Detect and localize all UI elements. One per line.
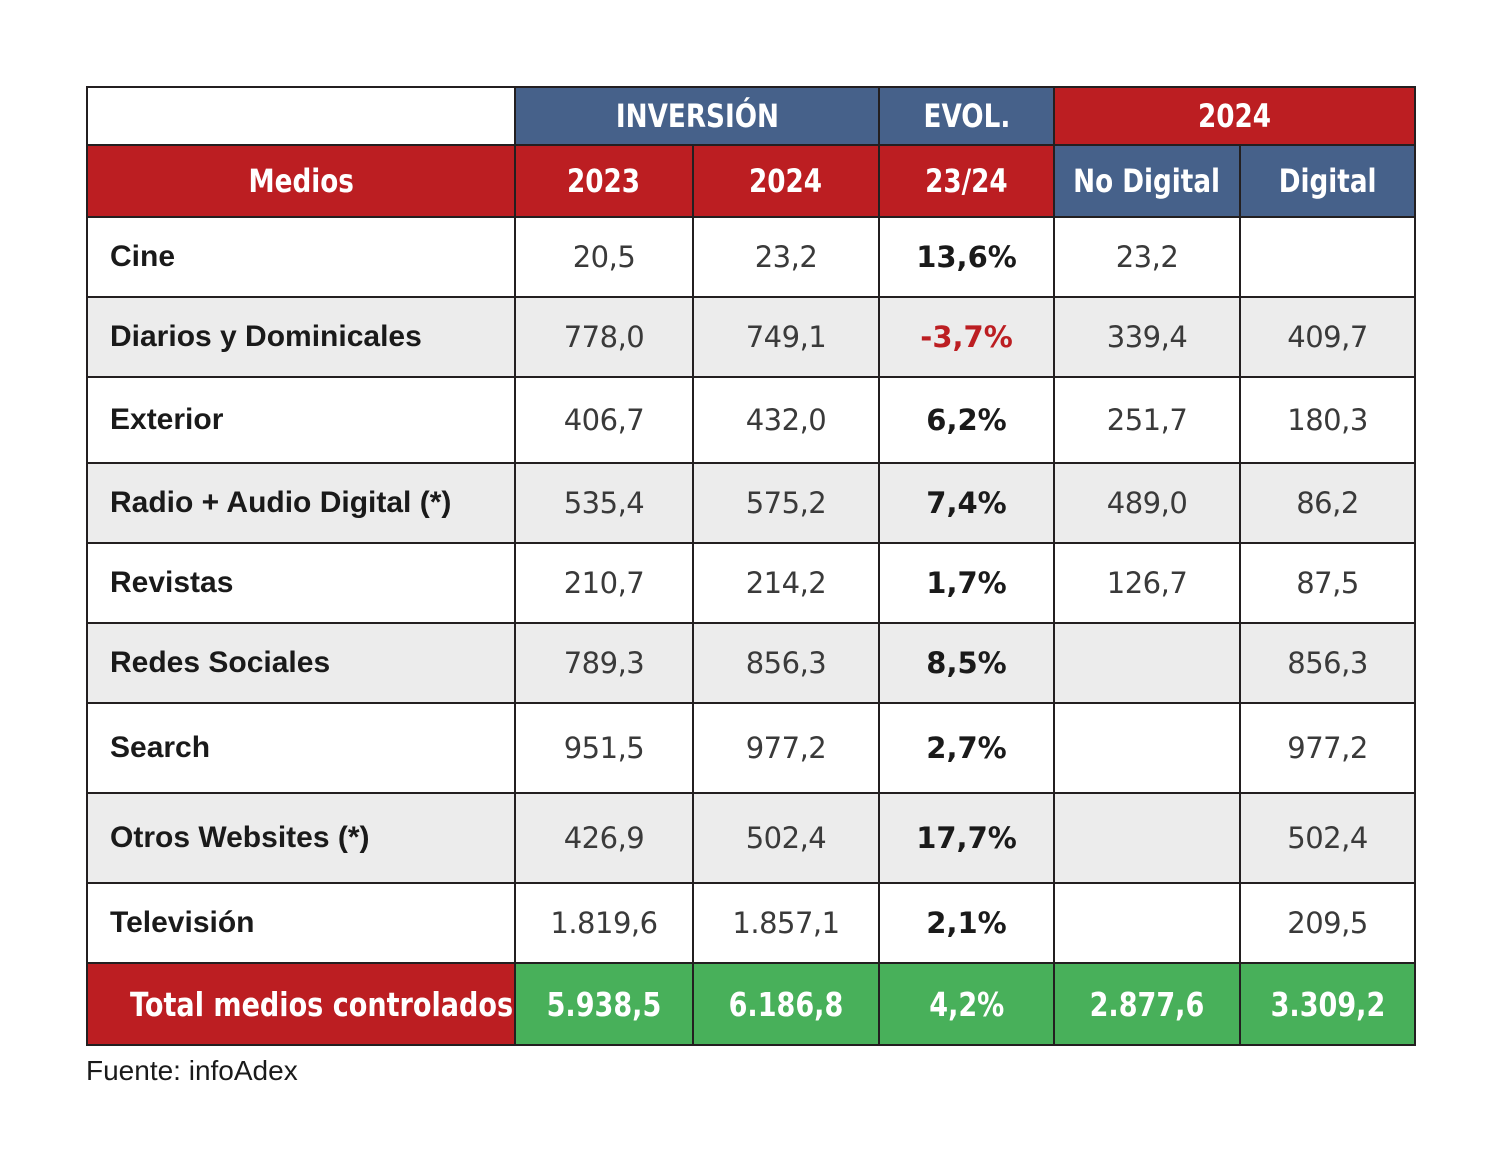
- row-2024-cell: 856,3: [691, 622, 881, 704]
- table-body: Cine 20,5 23,2 13,6% 23,2 Diarios y Dominical…: [86, 216, 1417, 964]
- row-label-cell: Diarios y Dominicales: [86, 296, 516, 378]
- row-digital-cell: 502,4: [1239, 792, 1417, 884]
- source-note: Fuente: infoAdex: [86, 1055, 298, 1086]
- row-2023-cell: 20,5: [514, 216, 694, 298]
- row-evol-cell: -3,7%: [878, 296, 1056, 378]
- table-row: Radio + Audio Digital (*) 535,4 575,2 7,4% 4…: [86, 462, 1417, 544]
- row-no-digital-cell: [1053, 792, 1242, 884]
- row-label-cell: Otros Websites (*): [86, 792, 516, 884]
- column-header-medios: Medios: [86, 144, 516, 218]
- row-label-cell: Radio + Audio Digital (*): [86, 462, 516, 544]
- row-digital-cell: 86,2: [1239, 462, 1417, 544]
- row-digital-cell: 209,5: [1239, 882, 1417, 964]
- row-label-cell: Revistas: [86, 542, 516, 624]
- total-2023-cell: 5.938,5: [514, 962, 694, 1046]
- row-evol-cell: 2,7%: [878, 702, 1056, 794]
- total-no-digital-cell: 2.877,6: [1053, 962, 1242, 1046]
- row-digital-cell: 856,3: [1239, 622, 1417, 704]
- row-2024-cell: 23,2: [691, 216, 881, 298]
- row-2023-cell: 426,9: [514, 792, 694, 884]
- row-no-digital-cell: [1053, 702, 1242, 794]
- header-group-inversion: INVERSIÓN: [513, 86, 881, 146]
- header-blank-cell: [86, 86, 516, 146]
- media-investment-table-container: INVERSIÓN EVOL. 2024 Medios 2023 2024 23…: [86, 86, 1417, 1046]
- row-evol-cell: 6,2%: [878, 376, 1056, 464]
- table-row: Revistas 210,7 214,2 1,7% 126,7 87,5: [86, 542, 1417, 624]
- column-header-2024: 2024: [691, 144, 881, 218]
- row-2024-cell: 575,2: [691, 462, 881, 544]
- header-group-row: INVERSIÓN EVOL. 2024: [86, 86, 1417, 146]
- row-no-digital-cell: 23,2: [1053, 216, 1242, 298]
- row-2023-cell: 406,7: [514, 376, 694, 464]
- total-evol-cell: 4,2%: [878, 962, 1056, 1046]
- table-row: Televisión 1.819,6 1.857,1 2,1% 209,5: [86, 882, 1417, 964]
- row-evol-cell: 13,6%: [878, 216, 1056, 298]
- row-2023-cell: 210,7: [514, 542, 694, 624]
- row-label-cell: Search: [86, 702, 516, 794]
- table-row: Cine 20,5 23,2 13,6% 23,2: [86, 216, 1417, 298]
- total-row: Total medios controlados 5.938,5 6.186,8…: [86, 962, 1417, 1046]
- table-row: Exterior 406,7 432,0 6,2% 251,7 180,3: [86, 376, 1417, 464]
- column-header-no-digital: No Digital: [1053, 144, 1242, 218]
- row-2024-cell: 214,2: [691, 542, 881, 624]
- row-label-cell: Televisión: [86, 882, 516, 964]
- row-2023-cell: 951,5: [514, 702, 694, 794]
- header-group-evol: EVOL.: [878, 86, 1056, 146]
- row-no-digital-cell: 251,7: [1053, 376, 1242, 464]
- total-label-cell: Total medios controlados: [86, 962, 516, 1046]
- column-header-digital: Digital: [1239, 144, 1417, 218]
- header-column-row: Medios 2023 2024 23/24 No Digital Digita…: [86, 144, 1417, 218]
- table-row: Search 951,5 977,2 2,7% 977,2: [86, 702, 1417, 794]
- table-row: Redes Sociales 789,3 856,3 8,5% 856,3: [86, 622, 1417, 704]
- row-2024-cell: 749,1: [691, 296, 881, 378]
- row-no-digital-cell: 126,7: [1053, 542, 1242, 624]
- row-evol-cell: 2,1%: [878, 882, 1056, 964]
- row-label-cell: Cine: [86, 216, 516, 298]
- row-2024-cell: 502,4: [691, 792, 881, 884]
- column-header-2023: 2023: [514, 144, 694, 218]
- row-2024-cell: 1.857,1: [691, 882, 881, 964]
- header-group-2024: 2024: [1053, 86, 1417, 146]
- media-investment-table: INVERSIÓN EVOL. 2024 Medios 2023 2024 23…: [86, 86, 1417, 1046]
- table-row: Otros Websites (*) 426,9 502,4 17,7% 502,4: [86, 792, 1417, 884]
- row-2023-cell: 1.819,6: [514, 882, 694, 964]
- row-digital-cell: [1239, 216, 1417, 298]
- row-digital-cell: 409,7: [1239, 296, 1417, 378]
- row-2023-cell: 778,0: [514, 296, 694, 378]
- row-label-cell: Redes Sociales: [86, 622, 516, 704]
- row-digital-cell: 180,3: [1239, 376, 1417, 464]
- row-2024-cell: 432,0: [691, 376, 881, 464]
- row-2024-cell: 977,2: [691, 702, 881, 794]
- row-no-digital-cell: [1053, 882, 1242, 964]
- row-evol-cell: 7,4%: [878, 462, 1056, 544]
- row-no-digital-cell: [1053, 622, 1242, 704]
- row-evol-cell: 17,7%: [878, 792, 1056, 884]
- row-no-digital-cell: 489,0: [1053, 462, 1242, 544]
- column-header-evol: 23/24: [878, 144, 1056, 218]
- row-digital-cell: 87,5: [1239, 542, 1417, 624]
- row-evol-cell: 1,7%: [878, 542, 1056, 624]
- row-2023-cell: 789,3: [514, 622, 694, 704]
- total-digital-cell: 3.309,2: [1239, 962, 1417, 1046]
- row-no-digital-cell: 339,4: [1053, 296, 1242, 378]
- row-2023-cell: 535,4: [514, 462, 694, 544]
- table-row: Diarios y Dominicales 778,0 749,1 -3,7% 339,…: [86, 296, 1417, 378]
- row-label-cell: Exterior: [86, 376, 516, 464]
- total-2024-cell: 6.186,8: [691, 962, 881, 1046]
- row-digital-cell: 977,2: [1239, 702, 1417, 794]
- row-evol-cell: 8,5%: [878, 622, 1056, 704]
